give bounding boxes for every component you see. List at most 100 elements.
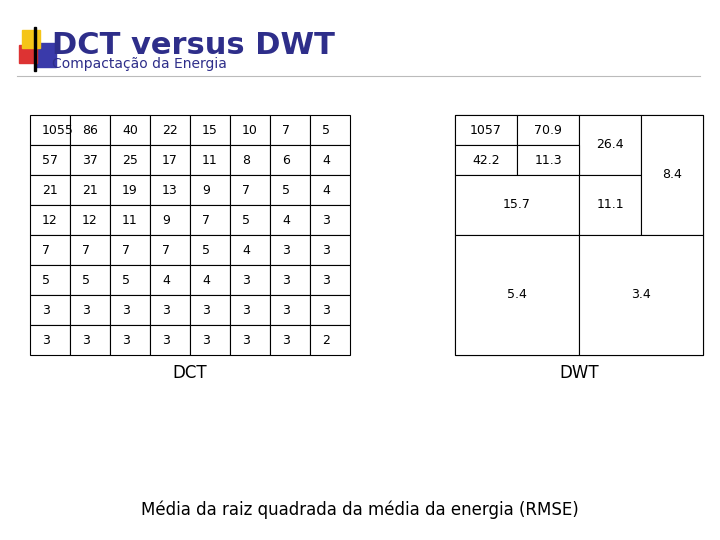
Bar (150, 295, 190, 325)
Text: 5: 5 (242, 213, 250, 226)
Bar (230, 295, 270, 325)
Bar (110, 175, 150, 205)
Text: 5: 5 (82, 273, 90, 287)
Bar (30, 205, 70, 235)
Text: 3: 3 (242, 273, 250, 287)
Bar (30, 235, 70, 265)
Text: 26.4: 26.4 (596, 138, 624, 152)
Bar (34, 27, 36, 71)
Text: 13: 13 (162, 184, 178, 197)
Bar (30, 145, 70, 175)
Text: 2: 2 (322, 334, 330, 347)
Text: 1057: 1057 (470, 124, 502, 137)
Text: 12: 12 (42, 213, 58, 226)
Bar (310, 145, 350, 175)
Bar (150, 235, 190, 265)
Bar (110, 325, 150, 355)
Bar (70, 115, 110, 145)
Bar (230, 115, 270, 145)
Text: 12: 12 (82, 213, 98, 226)
Text: 3: 3 (322, 303, 330, 316)
Bar (110, 205, 150, 235)
Text: 4: 4 (282, 213, 290, 226)
Text: 8.4: 8.4 (662, 168, 682, 181)
Text: 22: 22 (162, 124, 178, 137)
Bar (19, 45, 37, 63)
Bar (150, 175, 190, 205)
Bar (310, 295, 350, 325)
Bar (30, 115, 70, 145)
Text: 17: 17 (162, 153, 178, 166)
Bar (70, 175, 110, 205)
Bar (190, 145, 230, 175)
Text: DCT: DCT (173, 364, 207, 382)
Text: 4: 4 (242, 244, 250, 256)
Text: 5: 5 (122, 273, 130, 287)
Bar (310, 265, 350, 295)
Bar (30, 265, 70, 295)
Bar (150, 115, 190, 145)
Text: 5.4: 5.4 (507, 288, 527, 301)
Text: 4: 4 (162, 273, 170, 287)
Text: 11.1: 11.1 (596, 199, 624, 212)
Text: 11: 11 (202, 153, 217, 166)
Bar (517, 115, 579, 145)
Bar (641, 115, 703, 235)
Text: 21: 21 (82, 184, 98, 197)
Text: 70.9: 70.9 (534, 124, 562, 137)
Text: 9: 9 (162, 213, 170, 226)
Text: 3: 3 (42, 334, 50, 347)
Bar (310, 175, 350, 205)
Text: 15: 15 (202, 124, 218, 137)
Bar (579, 115, 641, 175)
Text: 40: 40 (122, 124, 138, 137)
Text: 9: 9 (202, 184, 210, 197)
Text: 4: 4 (322, 153, 330, 166)
Bar (230, 205, 270, 235)
Bar (455, 115, 703, 355)
Bar (150, 145, 190, 175)
Bar (190, 325, 230, 355)
Bar (70, 235, 110, 265)
Bar (110, 235, 150, 265)
Text: 11.3: 11.3 (534, 153, 562, 166)
Text: 7: 7 (82, 244, 90, 256)
Bar (30, 295, 70, 325)
Bar (70, 205, 110, 235)
Bar (310, 115, 350, 145)
Bar (70, 295, 110, 325)
Text: 3: 3 (122, 303, 130, 316)
Text: 3: 3 (82, 334, 90, 347)
Text: 42.2: 42.2 (472, 153, 500, 166)
Text: 4: 4 (322, 184, 330, 197)
Bar (110, 115, 150, 145)
Text: 37: 37 (82, 153, 98, 166)
Bar (270, 295, 310, 325)
Text: 3: 3 (162, 334, 170, 347)
Text: 1055: 1055 (42, 124, 74, 137)
Bar (30, 325, 70, 355)
Text: DWT: DWT (559, 364, 599, 382)
Text: 3: 3 (282, 244, 290, 256)
Text: 3: 3 (122, 334, 130, 347)
Bar (270, 325, 310, 355)
Bar (110, 265, 150, 295)
Bar (35, 43, 56, 67)
Bar (270, 175, 310, 205)
Bar (230, 325, 270, 355)
Bar (150, 265, 190, 295)
Bar (270, 115, 310, 145)
Bar (230, 175, 270, 205)
Bar (190, 175, 230, 205)
Bar (455, 145, 517, 175)
Text: 5: 5 (282, 184, 290, 197)
Text: 5: 5 (202, 244, 210, 256)
Text: 3: 3 (322, 244, 330, 256)
Bar (579, 235, 703, 355)
Text: 3: 3 (322, 273, 330, 287)
Bar (230, 145, 270, 175)
Text: DCT versus DWT: DCT versus DWT (52, 31, 335, 60)
Text: 3: 3 (242, 334, 250, 347)
Bar (270, 235, 310, 265)
Bar (30, 175, 70, 205)
